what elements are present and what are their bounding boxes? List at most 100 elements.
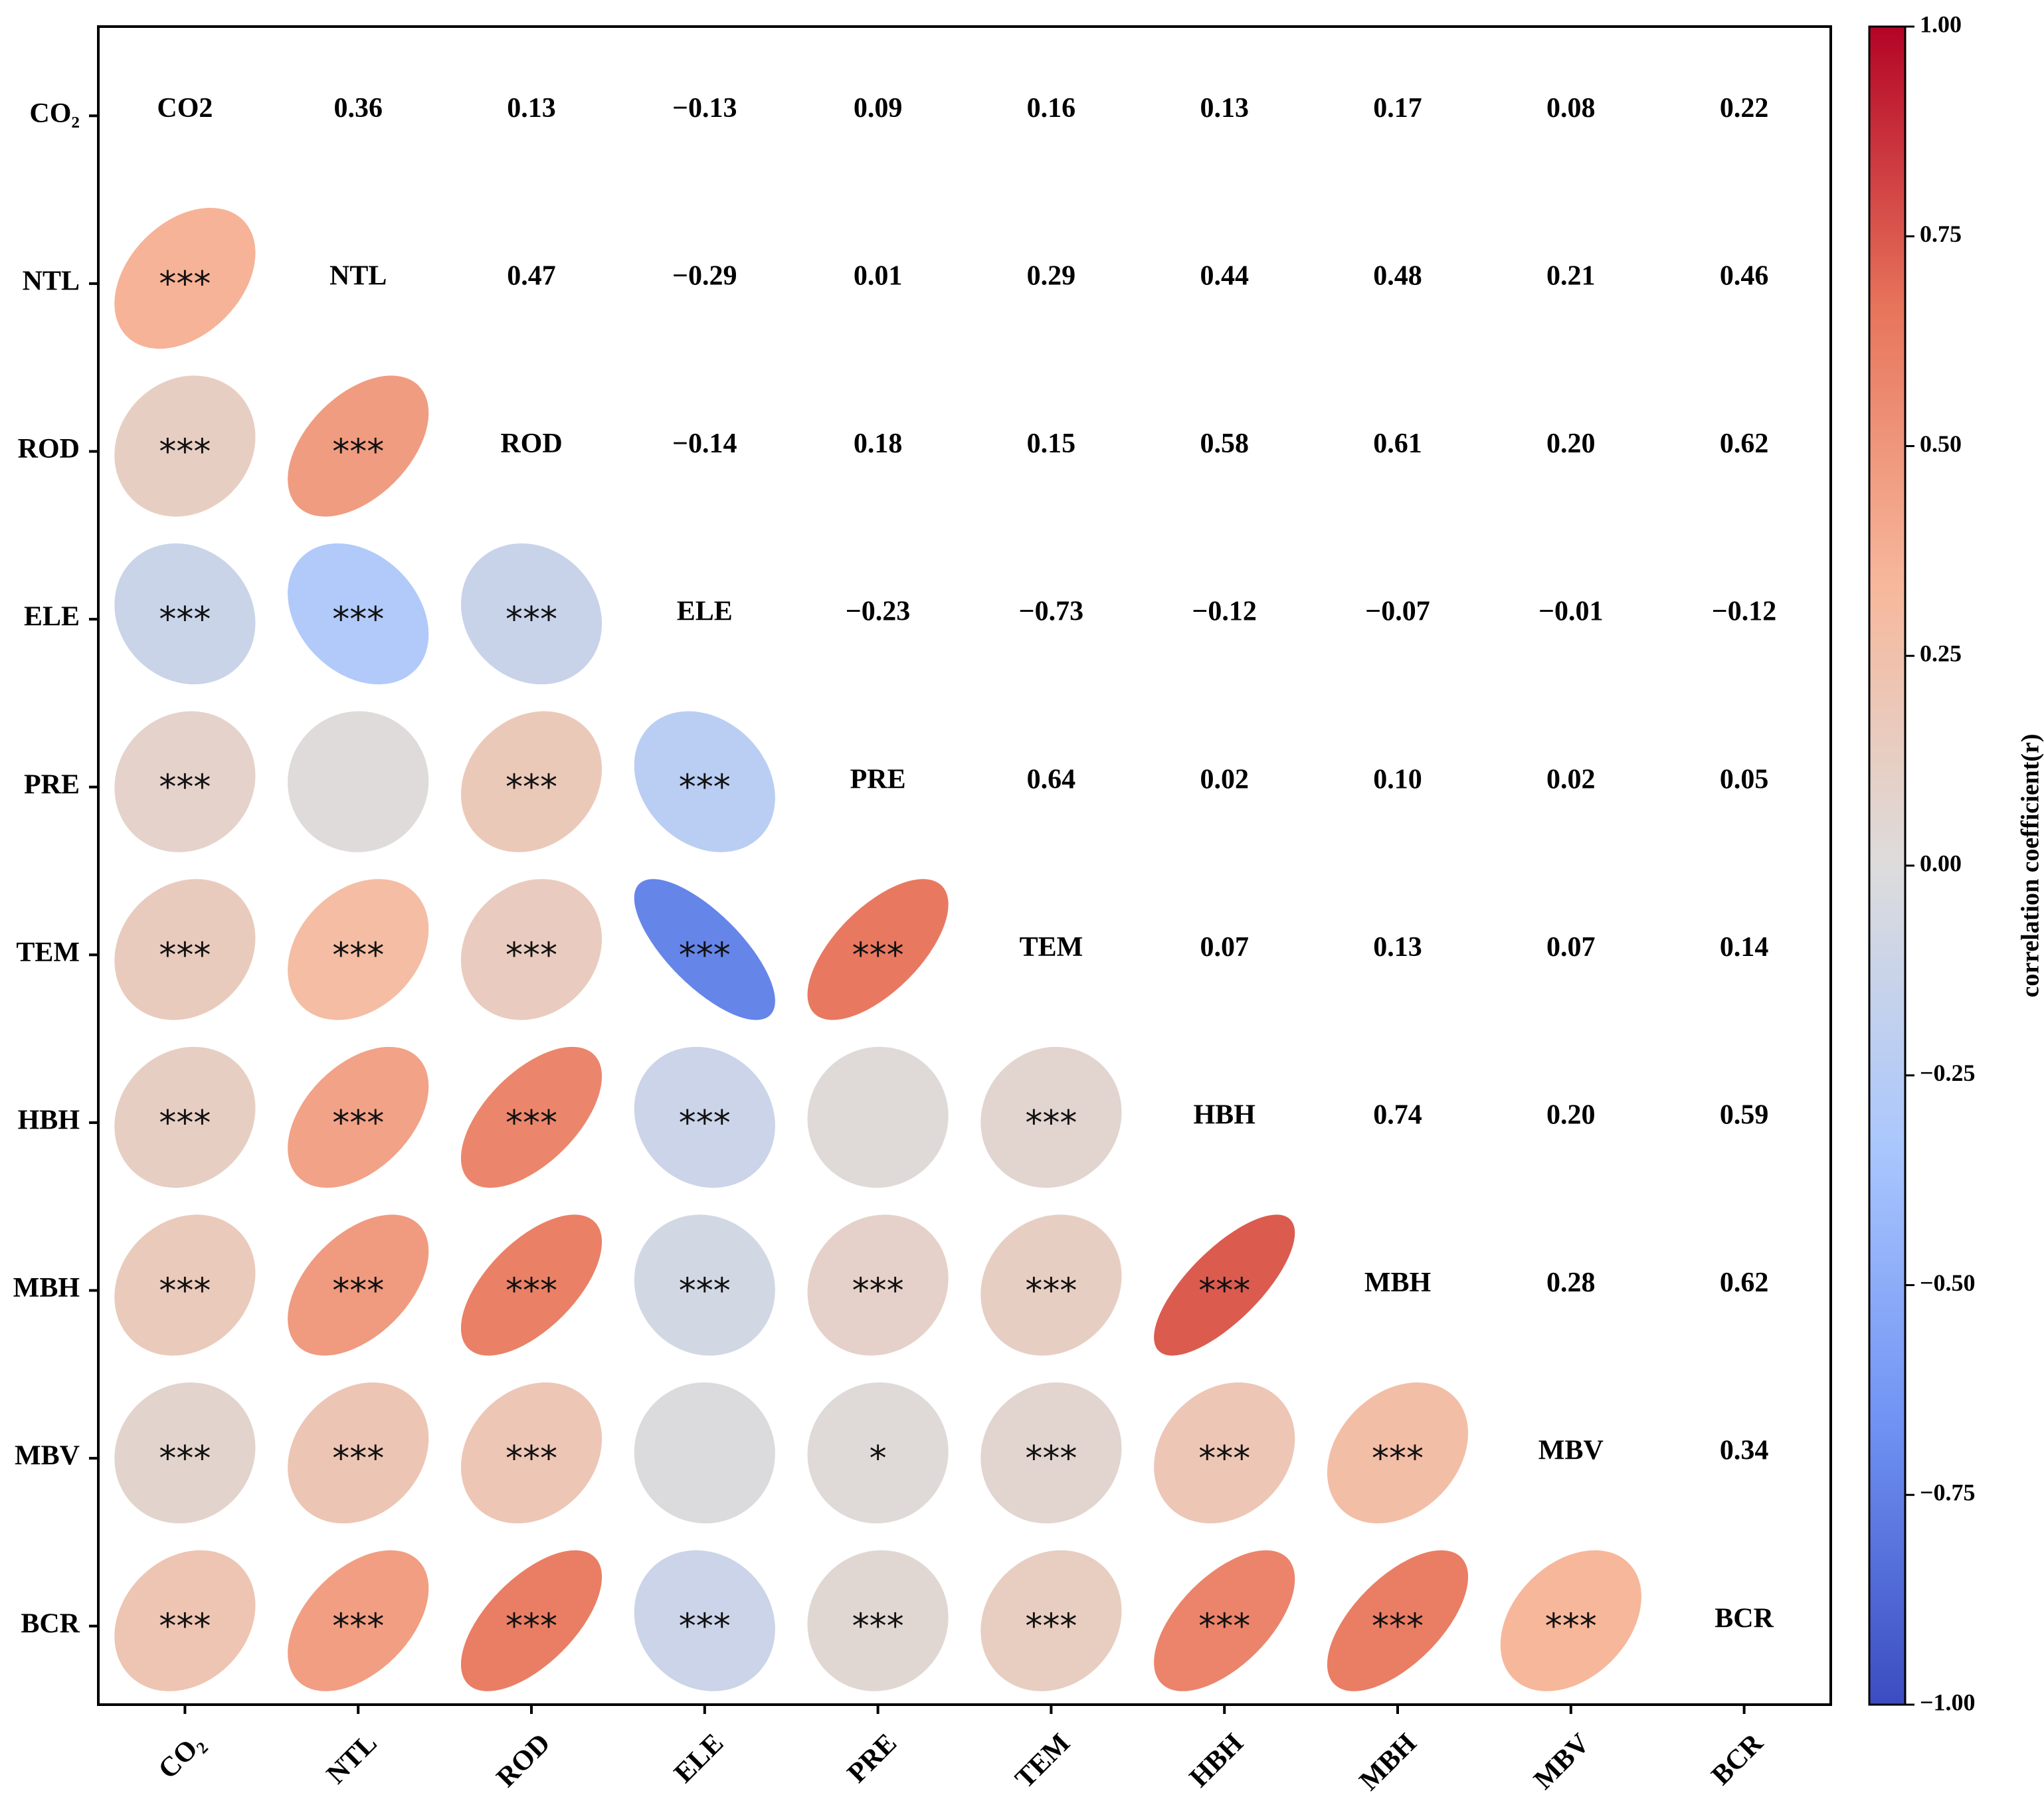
corr-value-TEM-MBH: 0.13 <box>1373 932 1422 963</box>
significance-BCR-ROD: *** <box>506 1607 557 1647</box>
x-tick-label-NTL: NTL <box>321 1728 383 1790</box>
corr-ellipse-HBH-NTL <box>288 1046 429 1188</box>
y-axis: CO₂ NTL ROD ELE PRE TEM HBH MBH MBV BCR <box>13 98 98 1639</box>
corr-value-CO2-BCR: 0.22 <box>1720 93 1769 124</box>
x-tick-label-BCR: BCR <box>1706 1727 1770 1791</box>
colorbar-tick-label: 0.00 <box>1920 850 1962 876</box>
significance-TEM-ROD: *** <box>506 935 557 975</box>
y-tick-label-NTL: NTL <box>23 266 80 297</box>
x-tick-label-HBH: HBH <box>1184 1728 1250 1793</box>
corr-ellipse-ELE-ROD <box>460 543 603 685</box>
corr-ellipse-TEM-PRE <box>807 879 949 1020</box>
corr-ellipse-MBV-HBH <box>1154 1382 1295 1524</box>
colorbar-tick-label: −1.00 <box>1920 1689 1976 1715</box>
colorbar-tick-label: 1.00 <box>1920 11 1962 37</box>
y-tick-label-CO2: CO₂ <box>29 98 80 129</box>
corr-ellipse-HBH-PRE <box>807 1046 949 1188</box>
corr-ellipse-MBV-MBH <box>1327 1382 1469 1524</box>
corr-value-HBH-MBH: 0.74 <box>1373 1100 1422 1131</box>
corr-ellipse-TEM-ROD <box>460 879 603 1020</box>
x-tick-label-MBH: MBH <box>1354 1728 1422 1793</box>
corr-ellipse-TEM-ELE <box>634 879 775 1020</box>
significance-BCR-CO2: *** <box>159 1607 211 1647</box>
significance-TEM-PRE: *** <box>852 935 904 975</box>
corr-ellipse-MBH-NTL <box>288 1214 429 1356</box>
significance-BCR-MBH: *** <box>1372 1607 1424 1647</box>
corr-value-PRE-TEM: 0.64 <box>1027 764 1076 795</box>
corr-value-MBV-BCR: 0.34 <box>1720 1436 1769 1466</box>
matrix-cells: CO2 0.36 0.13 −0.13 0.09 0.16 0.13 0.17 0.08 0.22… <box>114 93 1776 1691</box>
corr-ellipse-BCR-MBV <box>1500 1550 1641 1691</box>
corr-ellipse-BCR-CO2 <box>114 1550 256 1691</box>
significance-TEM-ELE: *** <box>679 935 731 975</box>
corr-value-PRE-MBH: 0.10 <box>1373 764 1422 795</box>
significance-BCR-HBH: *** <box>1198 1607 1250 1647</box>
corr-ellipse-MBH-PRE <box>807 1214 949 1356</box>
corr-ellipse-ELE-CO2 <box>114 543 256 685</box>
corr-ellipse-TEM-NTL <box>288 879 429 1020</box>
corr-ellipse-BCR-ELE <box>634 1550 775 1691</box>
corr-ellipse-TEM-CO2 <box>114 879 256 1020</box>
corr-ellipse-PRE-CO2 <box>114 711 256 852</box>
significance-BCR-MBV: *** <box>1545 1607 1597 1647</box>
y-tick-label-ELE: ELE <box>24 602 80 632</box>
corr-value-CO2-ROD: 0.13 <box>507 93 556 124</box>
corr-ellipse-MBH-ELE <box>634 1214 775 1356</box>
corr-ellipse-HBH-ELE <box>634 1046 775 1188</box>
significance-ELE-ROD: *** <box>506 600 557 640</box>
significance-MBV-ROD: *** <box>506 1439 557 1479</box>
significance-HBH-ELE: *** <box>679 1103 731 1143</box>
significance-BCR-TEM: *** <box>1025 1607 1077 1647</box>
significance-TEM-CO2: *** <box>159 935 211 975</box>
corr-value-ROD-PRE: 0.18 <box>854 428 903 459</box>
corr-value-CO2-NTL: 0.36 <box>333 93 383 124</box>
corr-value-NTL-BCR: 0.46 <box>1720 261 1769 292</box>
corr-ellipse-MBV-ELE <box>634 1382 775 1524</box>
significance-MBH-NTL: *** <box>332 1272 384 1311</box>
plot-frame <box>97 25 1832 1706</box>
corr-ellipse-NTL-CO2 <box>114 207 256 349</box>
x-tick-label-CO2: CO₂ <box>153 1728 210 1785</box>
corr-ellipse-ELE-NTL <box>288 543 429 685</box>
significance-ROD-NTL: *** <box>332 432 384 472</box>
corr-value-TEM-MBV: 0.07 <box>1546 932 1596 963</box>
corr-value-MBH-MBV: 0.28 <box>1546 1268 1596 1298</box>
corr-ellipse-BCR-NTL <box>288 1550 429 1691</box>
colorbar: 1.00 0.75 0.50 0.25 0.00 −0.25 −0.50 −0.75 −1.00… <box>1868 11 2044 1715</box>
x-tick-label-ROD: ROD <box>491 1728 557 1793</box>
corr-ellipse-ROD-NTL <box>288 375 429 517</box>
corr-ellipse-ROD-CO2 <box>114 375 256 517</box>
diagonal-label-MBV: MBV <box>1538 1436 1604 1466</box>
corr-value-MBH-BCR: 0.62 <box>1720 1268 1769 1298</box>
corr-value-CO2-HBH: 0.13 <box>1200 93 1249 124</box>
corr-ellipse-HBH-TEM <box>980 1046 1122 1188</box>
colorbar-label: correlation coefficient(r) <box>2017 733 2044 997</box>
corr-ellipse-PRE-NTL <box>288 711 429 852</box>
significance-HBH-ROD: *** <box>506 1103 557 1143</box>
colorbar-tick-label: 0.75 <box>1920 221 1962 247</box>
x-tick-label-PRE: PRE <box>842 1728 903 1789</box>
x-tick-label-MBV: MBV <box>1528 1728 1596 1793</box>
corr-value-CO2-PRE: 0.09 <box>854 93 903 124</box>
diagonal-label-CO2: CO2 <box>157 93 213 124</box>
corr-ellipse-MBV-CO2 <box>114 1382 256 1524</box>
corr-value-NTL-HBH: 0.44 <box>1200 261 1249 292</box>
significance-PRE-ELE: *** <box>679 768 731 808</box>
y-tick-label-MBV: MBV <box>15 1441 80 1471</box>
diagonal-label-MBH: MBH <box>1364 1268 1431 1298</box>
corr-value-CO2-MBV: 0.08 <box>1546 93 1596 124</box>
diagonal-label-TEM: TEM <box>1020 932 1083 963</box>
corr-ellipse-BCR-PRE <box>807 1550 949 1691</box>
corr-value-TEM-BCR: 0.14 <box>1720 932 1769 963</box>
corr-value-ELE-BCR: −0.12 <box>1712 597 1776 627</box>
corr-ellipse-MBV-NTL <box>288 1382 429 1524</box>
x-tick-label-TEM: TEM <box>1010 1728 1076 1793</box>
x-tick-label-ELE: ELE <box>668 1728 729 1789</box>
corr-value-PRE-BCR: 0.05 <box>1720 764 1769 795</box>
y-tick-label-PRE: PRE <box>24 769 80 800</box>
significance-PRE-ROD: *** <box>506 768 557 808</box>
corr-ellipse-MBH-CO2 <box>114 1214 256 1356</box>
significance-BCR-ELE: *** <box>679 1607 731 1647</box>
corr-value-ROD-TEM: 0.15 <box>1027 428 1076 459</box>
corr-ellipse-PRE-ELE <box>634 711 775 852</box>
